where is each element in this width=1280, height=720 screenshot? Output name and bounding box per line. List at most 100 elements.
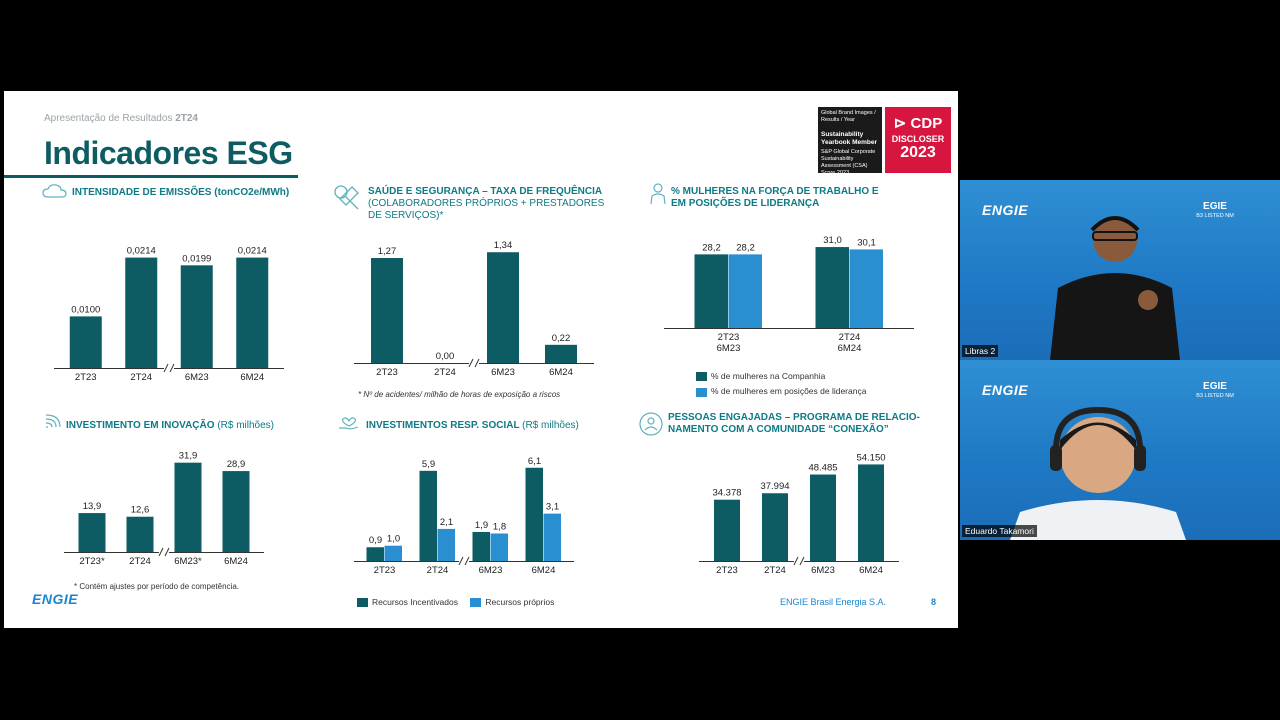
video-engie-logo: ENGIE bbox=[982, 202, 1029, 218]
tick-label: 6M24 bbox=[532, 565, 556, 576]
tick-label: 2T23* bbox=[79, 556, 105, 567]
cloud-icon bbox=[42, 184, 67, 198]
legend-swatch bbox=[696, 372, 707, 382]
chart-bar bbox=[174, 462, 202, 552]
women-legend: % de mulheres na Companhia % de mulheres… bbox=[696, 371, 866, 402]
ticker-sub: B3 LISTED NM bbox=[1196, 213, 1234, 219]
data-label: 13,9 bbox=[83, 501, 102, 512]
data-label: 30,1 bbox=[857, 237, 876, 248]
ticker-code: EGIE bbox=[1203, 201, 1227, 212]
emissions-heading: INTENSIDADE DE EMISSÕES (tonCO2e/MWh) bbox=[72, 187, 290, 198]
data-label: 0,0100 bbox=[71, 304, 100, 315]
cdp-label: DISCLOSER bbox=[891, 134, 945, 144]
participant-name: Eduardo Takamori bbox=[962, 525, 1037, 537]
tick-label: 6M24 bbox=[224, 556, 248, 567]
axis-break-mark bbox=[468, 358, 474, 368]
badge-title: Sustainability Yearbook Member bbox=[821, 130, 877, 146]
chart-bar bbox=[384, 545, 402, 561]
tick-label: 6M24 bbox=[549, 367, 573, 378]
chart-bar bbox=[472, 531, 490, 561]
chart-bar bbox=[125, 257, 158, 368]
chart-bar bbox=[858, 464, 884, 561]
data-label: 1,9 bbox=[475, 520, 488, 531]
video-tile-libras[interactable]: ENGIE EGIE B3 LISTED NM Libras 2 bbox=[960, 180, 1280, 360]
innovation-chart: 13,9 2T23* 12,6 2T24 31,9 6M23* 28,9 6M24 bbox=[64, 451, 264, 567]
ticker-code: EGIE bbox=[1203, 381, 1227, 392]
legend-item: Recursos Incentivados bbox=[357, 597, 458, 608]
data-label: 0,22 bbox=[552, 333, 571, 344]
chart-bar bbox=[490, 533, 508, 561]
people-heading: PESSOAS ENGAJADAS – PROGRAMA DE RELACIO-… bbox=[668, 412, 920, 436]
legend-item: % de mulheres em posições de liderança bbox=[696, 386, 866, 397]
innovation-title: INVESTIMENTO EM INOVAÇÃO bbox=[66, 420, 215, 431]
legend-swatch bbox=[470, 598, 482, 608]
data-label: 0,0214 bbox=[238, 246, 267, 257]
participant-silhouette bbox=[1050, 216, 1180, 360]
safety-footnote: * Nº de acidentes/ milhão de horas de ex… bbox=[358, 390, 561, 399]
page-title: Indicadores ESG bbox=[44, 135, 293, 171]
hand-heart-icon bbox=[339, 417, 359, 430]
tick-label: 6M24 bbox=[838, 343, 862, 354]
chart-bar bbox=[815, 247, 849, 328]
tick-label: 6M23 bbox=[491, 367, 515, 378]
video-engie-logo: ENGIE bbox=[982, 382, 1029, 398]
women-heading: % MULHERES NA FORÇA DE TRABALHO E EM POS… bbox=[671, 186, 879, 210]
person-icon bbox=[650, 183, 666, 205]
chart-bar bbox=[419, 470, 437, 561]
legend-swatch bbox=[696, 387, 707, 397]
axis-break-gap bbox=[159, 548, 169, 556]
tick-label: 2T23 bbox=[716, 565, 738, 576]
tick-label: 6M23 bbox=[185, 372, 209, 383]
chart-bar bbox=[714, 499, 740, 561]
footer-company: ENGIE Brasil Energia S.A. bbox=[780, 597, 887, 607]
presentation-slide: Apresentação de Resultados 2T24 Indicado… bbox=[4, 91, 958, 628]
innovation-unit: (R$ milhões) bbox=[217, 420, 274, 431]
social-unit: (R$ milhões) bbox=[522, 420, 579, 431]
data-label: 5,9 bbox=[422, 459, 435, 470]
tick-label: 2T24 bbox=[130, 372, 152, 383]
tick-label: 6M23* bbox=[174, 556, 202, 567]
title-rule bbox=[4, 175, 298, 178]
data-label: 1,27 bbox=[378, 246, 397, 257]
axis-break-mark bbox=[169, 363, 175, 373]
breadcrumb: Apresentação de Resultados 2T24 bbox=[44, 113, 198, 124]
data-label: 28,9 bbox=[227, 459, 246, 470]
social-heading: INVESTIMENTOS RESP. SOCIAL (R$ milhões) bbox=[366, 420, 579, 432]
social-chart: 0,9 1,0 2T23 5,9 2,1 2T24 1,9 1,8 6M23 6,1 3,1 6M24 bbox=[354, 456, 574, 576]
legend-swatch bbox=[357, 598, 368, 608]
legend-item: % de mulheres na Companhia bbox=[696, 371, 866, 382]
data-label: 0,9 bbox=[369, 535, 382, 546]
chart-bar bbox=[78, 513, 106, 552]
cdp-year: 2023 bbox=[900, 144, 936, 161]
tools-icon bbox=[334, 185, 359, 210]
data-label: 31,0 bbox=[823, 235, 842, 246]
axis-break-gap bbox=[469, 359, 479, 367]
axis-break-mark bbox=[164, 547, 170, 557]
chart-bar bbox=[180, 265, 213, 368]
people-title-line1: PESSOAS ENGAJADAS – PROGRAMA DE RELACIO- bbox=[668, 412, 920, 423]
tick-label: 6M23 bbox=[717, 343, 741, 354]
legend-label: Recursos Incentivados bbox=[372, 597, 458, 607]
chart-bar bbox=[525, 467, 543, 561]
tick-label: 6M23 bbox=[811, 565, 835, 576]
data-label: 6,1 bbox=[528, 456, 541, 467]
women-title-line1: % MULHERES NA FORÇA DE TRABALHO E bbox=[671, 186, 879, 197]
video-ticker: EGIE B3 LISTED NM bbox=[1185, 382, 1245, 400]
badge-small-text: Global Brand Images / Results / Year bbox=[821, 110, 876, 123]
chart-bar bbox=[762, 493, 788, 561]
engie-logo: ENGIE bbox=[32, 591, 79, 607]
legend-label: Recursos próprios bbox=[485, 597, 555, 607]
participant-silhouette bbox=[1010, 406, 1186, 540]
video-tile-speaker[interactable]: ENGIE EGIE B3 LISTED NM Eduardo Takamori bbox=[960, 360, 1280, 540]
chart-bar bbox=[728, 254, 762, 328]
chart-bar bbox=[236, 257, 269, 368]
badge-subtitle: S&P Global Corporate Sustainability Asse… bbox=[821, 149, 876, 176]
signal-icon bbox=[45, 414, 61, 428]
legend-label: % de mulheres na Companhia bbox=[711, 371, 826, 381]
data-label: 3,1 bbox=[546, 502, 559, 513]
chart-bar bbox=[222, 471, 250, 552]
data-label: 48.485 bbox=[808, 463, 837, 474]
axis-break-gap bbox=[794, 557, 804, 565]
innovation-footnote: * Contém ajustes por período de competên… bbox=[74, 582, 239, 591]
